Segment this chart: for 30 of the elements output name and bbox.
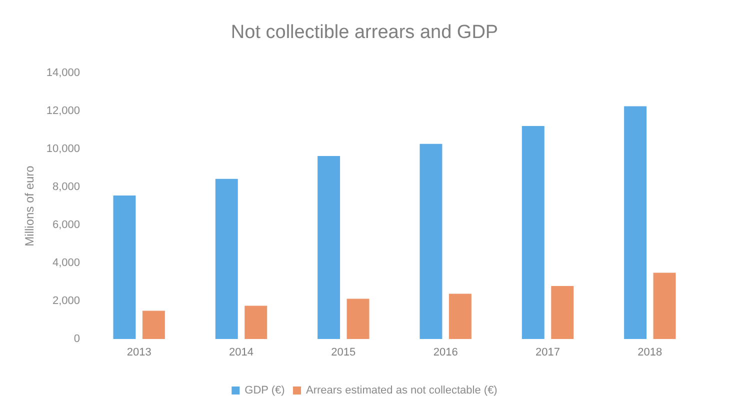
chart-title: Not collectible arrears and GDP <box>230 22 498 43</box>
y-tick-label: 14,000 <box>46 67 80 79</box>
bar <box>113 196 136 339</box>
x-tick-label: 2015 <box>331 346 356 358</box>
legend-label: Arrears estimated as not collectable (€) <box>306 384 498 396</box>
x-tick-label: 2014 <box>229 346 254 358</box>
bar <box>346 298 370 339</box>
y-tick-label: 8,000 <box>52 181 80 193</box>
x-tick-label: 2017 <box>536 346 560 358</box>
bar <box>244 306 268 339</box>
y-tick-label: 6,000 <box>52 219 80 231</box>
y-tick-label: 12,000 <box>46 105 80 117</box>
y-tick-label: 4,000 <box>52 257 80 269</box>
x-tick-label: 2013 <box>126 346 152 358</box>
bar <box>142 310 165 339</box>
y-tick-label: 10,000 <box>46 143 80 155</box>
bar <box>420 144 442 339</box>
bar <box>522 126 544 339</box>
bar <box>318 156 340 339</box>
bar <box>215 178 238 339</box>
legend-label: GDP (€) <box>244 384 285 396</box>
bar <box>448 294 472 339</box>
y-tick-label: 2,000 <box>52 295 80 307</box>
bar <box>624 106 647 339</box>
y-axis-title: Millions of euro <box>22 165 36 246</box>
x-tick-label: 2018 <box>638 346 662 358</box>
y-tick-label: 0 <box>74 333 80 345</box>
bar <box>653 272 676 339</box>
x-tick-label: 2016 <box>433 346 458 358</box>
bar <box>551 286 574 339</box>
